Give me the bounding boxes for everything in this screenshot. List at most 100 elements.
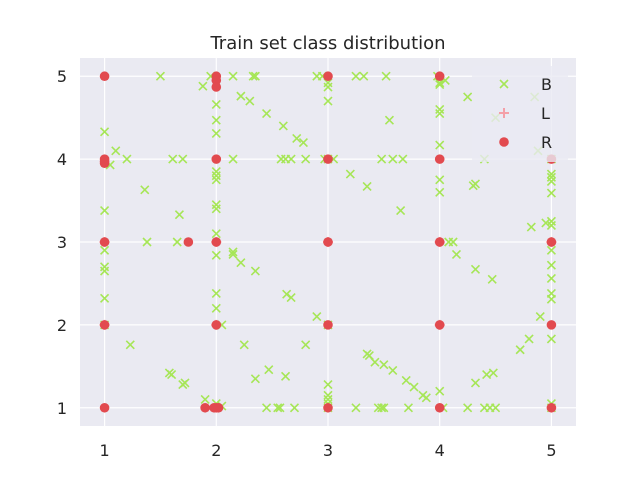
data-point-B (398, 154, 408, 164)
data-point-B (379, 403, 389, 413)
data-point-R (211, 237, 222, 247)
data-point-B (451, 249, 462, 259)
data-point-B (100, 127, 110, 137)
data-point-R (211, 154, 222, 164)
data-point-B (200, 394, 210, 405)
data-point-B (140, 185, 150, 195)
data-point-B (381, 71, 391, 81)
x-tick-label: 3 (323, 441, 333, 460)
data-point-R (211, 320, 222, 330)
data-point-R (211, 82, 222, 92)
chart-title: Train set class distribution (209, 33, 445, 54)
data-point-B (377, 403, 387, 413)
data-point-R (434, 71, 445, 82)
data-point-B (211, 128, 221, 138)
data-point-B (546, 334, 556, 344)
data-point-B (122, 154, 132, 164)
data-point-B (298, 137, 308, 148)
data-point-B (435, 187, 445, 197)
data-point-B (228, 71, 238, 81)
data-point-R (99, 71, 110, 82)
data-point-B (301, 154, 311, 164)
data-point-B (526, 222, 536, 232)
data-point-B (546, 260, 556, 270)
data-point-B (250, 71, 260, 81)
data-point-B (546, 216, 556, 226)
data-point-B (261, 403, 272, 413)
data-point-B (236, 258, 246, 268)
data-point-B (435, 175, 445, 185)
data-point-B (228, 247, 238, 257)
data-point-B (228, 154, 238, 164)
y-tick-label: 4 (57, 150, 67, 169)
data-point-B (487, 274, 497, 284)
data-point-B (228, 249, 238, 259)
data-point-B (323, 390, 333, 400)
data-point-B (211, 229, 221, 239)
data-point-B (546, 169, 556, 179)
data-point-B (396, 205, 406, 216)
data-point-B (546, 220, 556, 230)
data-point-B (250, 374, 260, 384)
data-point-B (515, 345, 525, 355)
x-tick-label: 2 (211, 441, 221, 460)
data-point-R (434, 320, 445, 330)
legend-label-B: B (541, 75, 552, 94)
data-point-B (250, 266, 260, 276)
series-B (100, 71, 556, 413)
legend-box (472, 66, 568, 162)
data-point-B (248, 71, 258, 81)
data-point-B (211, 204, 221, 214)
data-point-B (388, 154, 398, 164)
data-point-B (261, 108, 272, 119)
data-point-B (384, 115, 395, 125)
legend: BLR (472, 66, 568, 162)
data-point-R (99, 320, 110, 330)
data-point-B (100, 266, 110, 276)
data-point-B (491, 403, 501, 413)
data-point-R (546, 320, 557, 330)
data-point-B (546, 176, 556, 187)
x-tick-label: 4 (435, 441, 445, 460)
data-point-B (435, 79, 445, 90)
data-point-R (211, 75, 222, 86)
data-point-B (470, 264, 481, 274)
y-tick-label: 5 (57, 67, 67, 86)
data-point-B (323, 96, 333, 106)
data-point-R (99, 402, 110, 413)
data-point-B (323, 82, 333, 92)
data-point-B (264, 365, 274, 375)
data-point-B (409, 382, 419, 392)
data-point-B (168, 154, 178, 164)
data-point-B (239, 340, 249, 350)
data-point-B (286, 292, 296, 303)
data-point-R (323, 71, 333, 82)
data-point-B (280, 371, 291, 381)
x-tick-label: 5 (546, 441, 556, 460)
data-point-B (421, 393, 431, 403)
data-point-B (482, 370, 492, 380)
legend-marker-R (499, 137, 509, 147)
data-point-B (178, 154, 188, 164)
legend-marker-B (499, 79, 509, 89)
data-point-B (345, 169, 355, 179)
data-point-R (323, 320, 333, 330)
data-point-B (488, 368, 498, 378)
data-point-B (211, 303, 221, 313)
data-point-B (535, 312, 545, 322)
data-point-B (359, 71, 369, 81)
data-point-B (273, 403, 283, 413)
data-point-B (155, 71, 165, 81)
data-point-R (546, 402, 557, 413)
data-point-R (323, 154, 333, 164)
x-tick-label: 1 (99, 441, 109, 460)
data-point-B (323, 394, 333, 405)
data-point-B (448, 237, 458, 247)
data-point-B (125, 340, 135, 350)
data-point-R (99, 237, 110, 247)
data-point-B (546, 172, 556, 182)
data-point-B (351, 403, 361, 413)
data-point-R (434, 237, 445, 247)
data-point-B (211, 175, 221, 185)
tick-labels: 1 2 3 4 5 1 2 3 4 5 (57, 67, 557, 460)
